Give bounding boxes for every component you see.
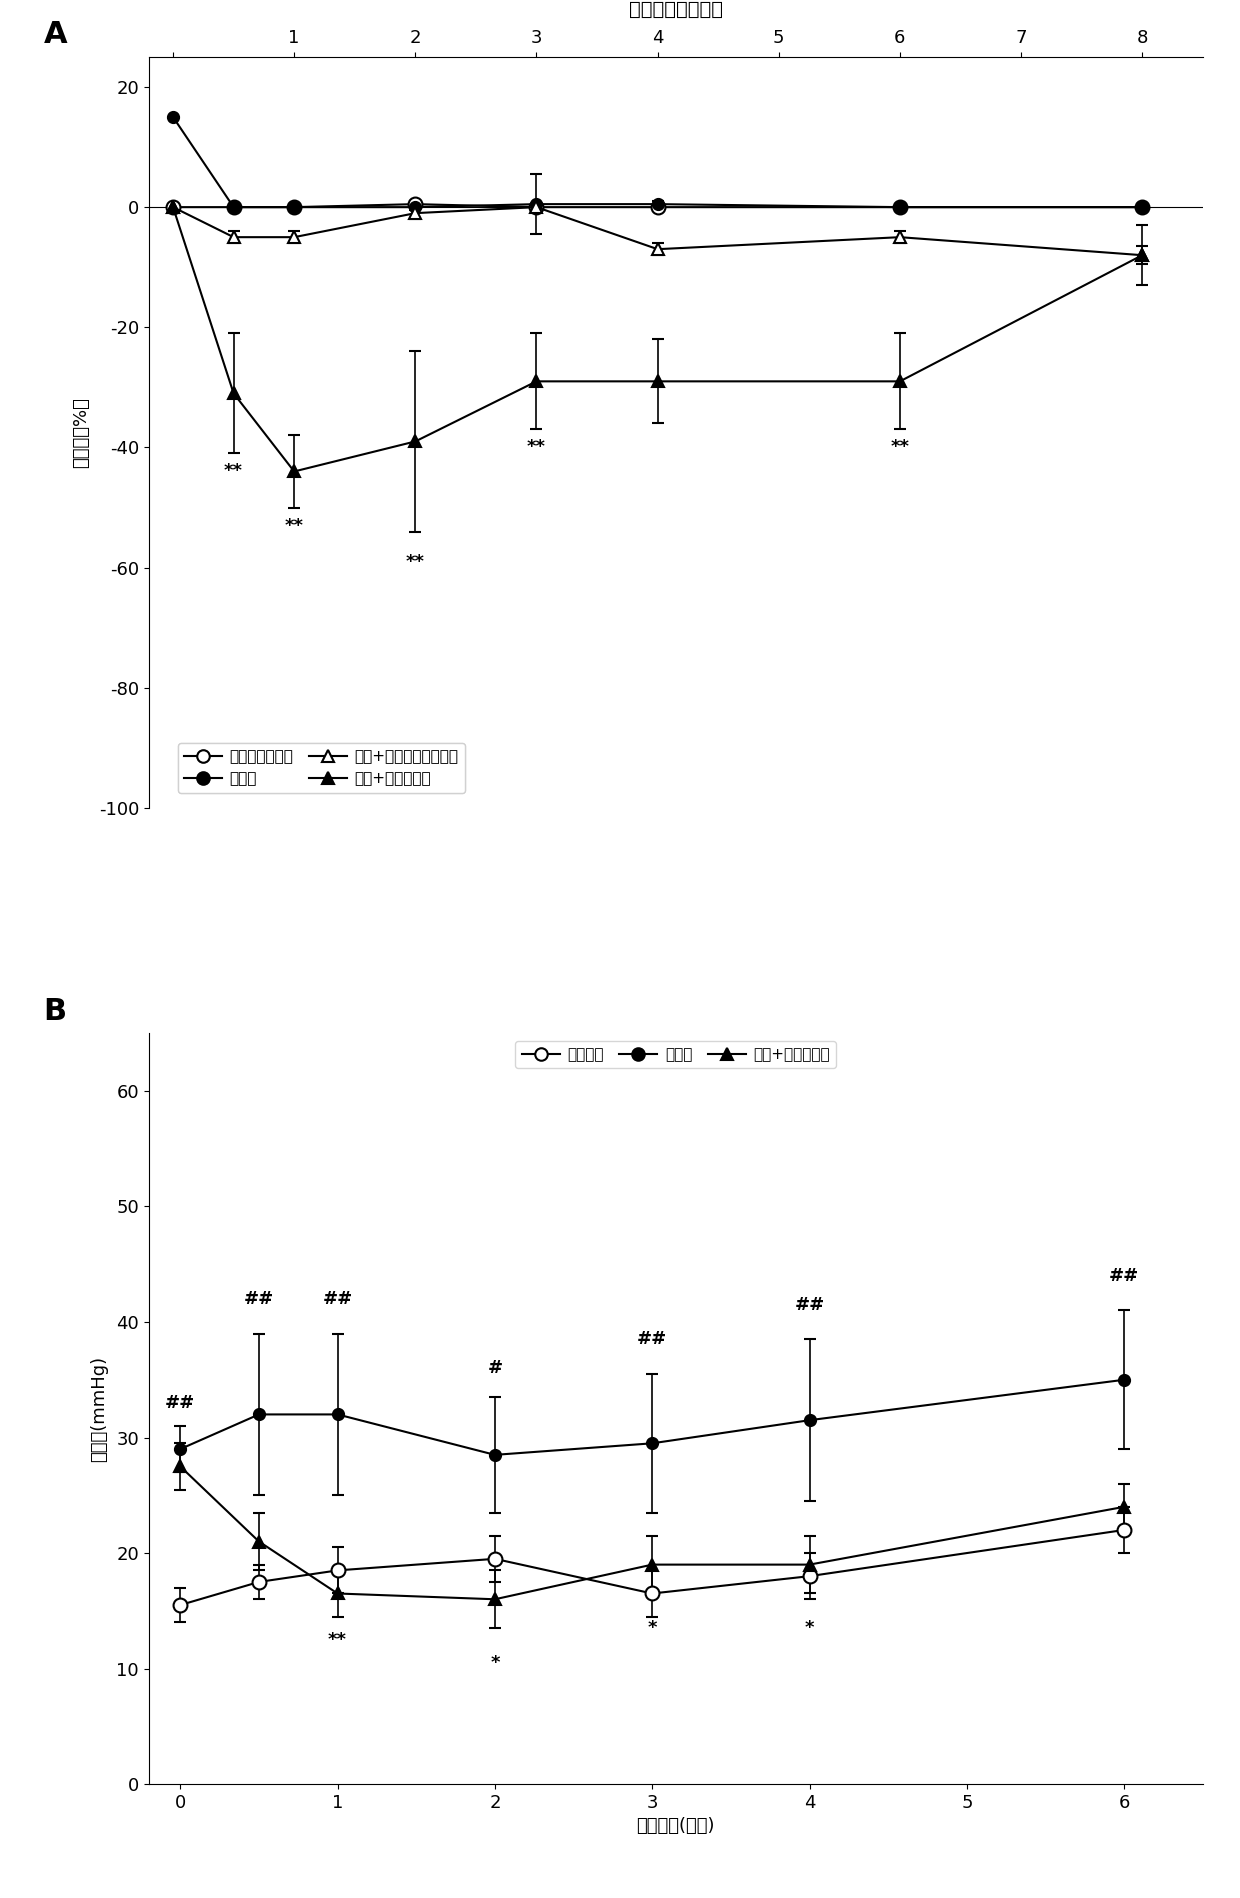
Text: ##: ## [795,1296,825,1313]
Text: **: ** [405,552,425,571]
Text: **: ** [224,463,243,480]
Text: #: # [487,1359,502,1378]
Text: *: * [805,1619,815,1638]
Legend: 模型自身对照组, 模型组, 模型+石杉碱甲自身对照, 模型+石杉碱甲组: 模型自身对照组, 模型组, 模型+石杉碱甲自身对照, 模型+石杉碱甲组 [177,742,465,793]
Text: **: ** [285,516,304,535]
Text: ##: ## [637,1330,667,1348]
Text: *: * [647,1619,657,1638]
Text: B: B [43,996,67,1025]
Y-axis label: 兔眼压(mmHg): 兔眼压(mmHg) [91,1355,108,1461]
Text: ##: ## [165,1393,196,1412]
Title: 干预时间（小时）: 干预时间（小时） [629,0,723,19]
Text: **: ** [329,1630,347,1649]
Text: **: ** [527,438,546,456]
Text: ##: ## [244,1291,274,1308]
Text: ##: ## [322,1291,352,1308]
Text: A: A [43,21,67,49]
Text: *: * [490,1653,500,1672]
X-axis label: 干预时间(小时): 干预时间(小时) [636,1818,715,1835]
Y-axis label: 缩瞳率（%）: 缩瞳率（%） [72,397,91,467]
Legend: 正常对照, 模型组, 模型+石杉碱甲组: 正常对照, 模型组, 模型+石杉碱甲组 [516,1040,836,1069]
Text: ##: ## [1109,1266,1140,1285]
Text: **: ** [890,438,909,456]
